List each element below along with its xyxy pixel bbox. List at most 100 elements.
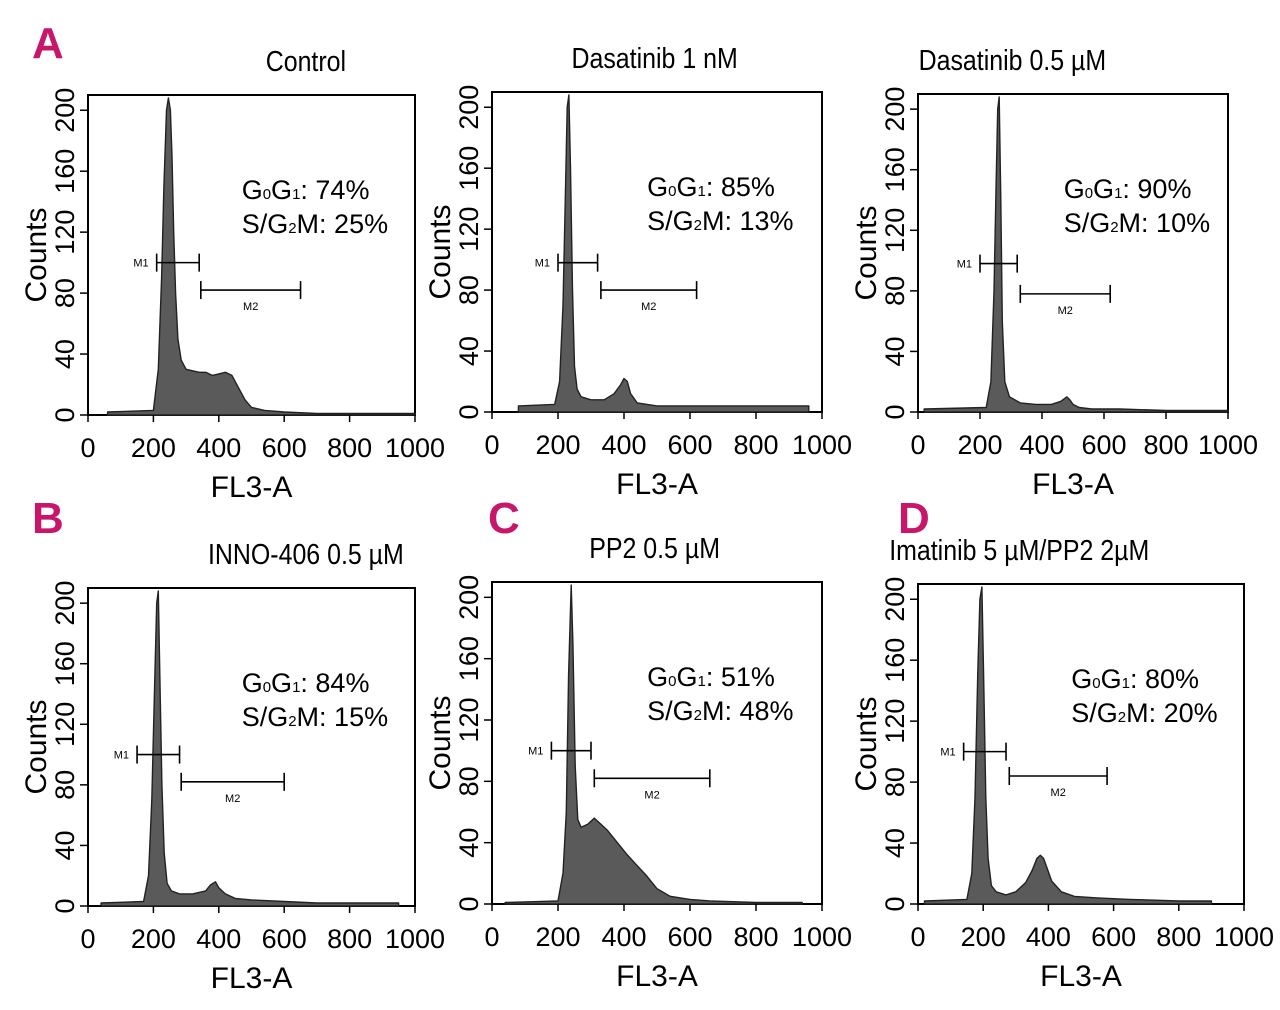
- x-tick-label: 600: [262, 433, 307, 463]
- gate-label: M1: [957, 259, 972, 271]
- sg2m-label: M: [297, 702, 320, 732]
- histogram-area: [517, 94, 810, 413]
- g0g1-stat: G0G1: 84%: [242, 668, 370, 698]
- panel-title: Dasatinib 0.5 µM: [919, 44, 1107, 76]
- panel-letter: B: [32, 494, 64, 543]
- y-tick-label: 200: [880, 577, 910, 622]
- g0g1-value: : 51%: [706, 662, 775, 692]
- gate-label: M2: [225, 793, 240, 805]
- g0g1-value: : 84%: [300, 668, 369, 698]
- g0g1-label: G: [676, 662, 697, 692]
- panel-letter: D: [898, 494, 930, 543]
- x-tick-label: 600: [1091, 922, 1136, 952]
- x-axis-label: FL3-A: [616, 960, 698, 993]
- sg2m-label: M: [702, 696, 725, 726]
- x-tick-label: 1000: [1214, 922, 1274, 952]
- gate-label: M2: [644, 789, 659, 801]
- x-tick-label: 600: [1081, 430, 1126, 460]
- y-tick-label: 120: [880, 699, 910, 744]
- g0g1-value: : 85%: [706, 172, 775, 202]
- x-tick-label: 0: [80, 433, 95, 463]
- y-tick-label: 120: [880, 208, 910, 253]
- y-tick-label: 40: [50, 830, 80, 860]
- x-tick-label: 400: [601, 922, 646, 952]
- sg2m-stat: S/G2M: 48%: [647, 696, 793, 726]
- x-tick-label: 0: [484, 922, 499, 952]
- panel-title: Control: [266, 45, 346, 77]
- x-tick-label: 600: [667, 922, 712, 952]
- x-tick-label: 0: [910, 430, 925, 460]
- x-tick-label: 600: [667, 430, 712, 460]
- sg2m-stat: S/G2M: 10%: [1064, 208, 1210, 238]
- g0g1-label: G: [271, 668, 292, 698]
- g0g1-subscript: 0: [668, 673, 676, 690]
- g0g1-stat: G0G1: 74%: [242, 175, 370, 205]
- y-tick-label: 160: [880, 638, 910, 683]
- g0g1-label: G: [1064, 174, 1085, 204]
- x-tick-label: 1000: [792, 430, 852, 460]
- x-tick-label: 800: [327, 924, 372, 954]
- sg2m-value: : 15%: [319, 702, 388, 732]
- y-tick-label: 80: [454, 275, 484, 305]
- x-tick-label: 200: [535, 922, 580, 952]
- sg2m-value: : 48%: [724, 696, 793, 726]
- sg2m-label: S/G: [1064, 208, 1111, 238]
- gate-label: M2: [243, 301, 258, 313]
- sg2m-label: M: [1119, 208, 1142, 238]
- y-axis-label: Counts: [424, 204, 457, 299]
- g0g1-subscript: 0: [668, 183, 676, 200]
- sg2m-subscript: 2: [694, 217, 702, 234]
- gate-label: M2: [641, 301, 656, 313]
- g0g1-stat: G0G1: 85%: [647, 172, 775, 202]
- y-tick-label: 0: [50, 407, 80, 422]
- panel-title: Dasatinib 1 nM: [571, 42, 737, 74]
- x-tick-label: 800: [733, 922, 778, 952]
- y-tick-label: 120: [50, 210, 80, 255]
- sg2m-subscript: 2: [1118, 709, 1126, 726]
- g0g1-value: : 90%: [1122, 174, 1191, 204]
- plot-frame: [917, 583, 1245, 905]
- g0g1-subscript: 0: [1092, 675, 1100, 692]
- y-axis-label: Counts: [850, 205, 883, 300]
- x-tick-label: 0: [910, 922, 925, 952]
- x-tick-label: 200: [961, 922, 1006, 952]
- y-tick-label: 40: [454, 336, 484, 366]
- g0g1-stat: G0G1: 51%: [647, 662, 775, 692]
- y-tick-label: 160: [454, 146, 484, 191]
- x-tick-label: 200: [131, 433, 176, 463]
- x-tick-label: 1000: [385, 433, 445, 463]
- g0g1-subscript: 0: [1085, 185, 1093, 202]
- panel-title: PP2 0.5 µM: [589, 532, 720, 564]
- g0g1-stat: G0G1: 90%: [1064, 174, 1192, 204]
- y-axis-label: Counts: [424, 695, 457, 790]
- g0g1-label: G: [1093, 174, 1114, 204]
- y-axis-label: Counts: [20, 207, 53, 302]
- y-axis-label: Counts: [20, 699, 53, 794]
- y-tick-label: 200: [880, 87, 910, 132]
- sg2m-stat: S/G2M: 25%: [242, 209, 388, 239]
- x-tick-label: 800: [1156, 922, 1201, 952]
- sg2m-value: : 10%: [1141, 208, 1210, 238]
- x-tick-label: 800: [327, 433, 372, 463]
- x-tick-label: 0: [484, 430, 499, 460]
- sg2m-stat: S/G2M: 13%: [647, 206, 793, 236]
- y-tick-label: 200: [454, 85, 484, 130]
- gate-label: M2: [1058, 305, 1073, 317]
- sg2m-subscript: 2: [288, 713, 296, 730]
- y-tick-label: 200: [50, 581, 80, 626]
- plot-frame: [491, 91, 823, 413]
- g0g1-subscript: 1: [1122, 675, 1130, 692]
- g0g1-label: G: [1101, 664, 1122, 694]
- y-tick-label: 0: [454, 896, 484, 911]
- panel-title: INNO-406 0.5 µM: [208, 538, 404, 570]
- g0g1-value: : 74%: [300, 175, 369, 205]
- g0g1-label: G: [242, 175, 263, 205]
- y-tick-label: 0: [880, 896, 910, 911]
- y-tick-label: 120: [454, 207, 484, 252]
- g0g1-label: G: [676, 172, 697, 202]
- y-tick-label: 0: [50, 898, 80, 913]
- y-tick-label: 160: [880, 147, 910, 192]
